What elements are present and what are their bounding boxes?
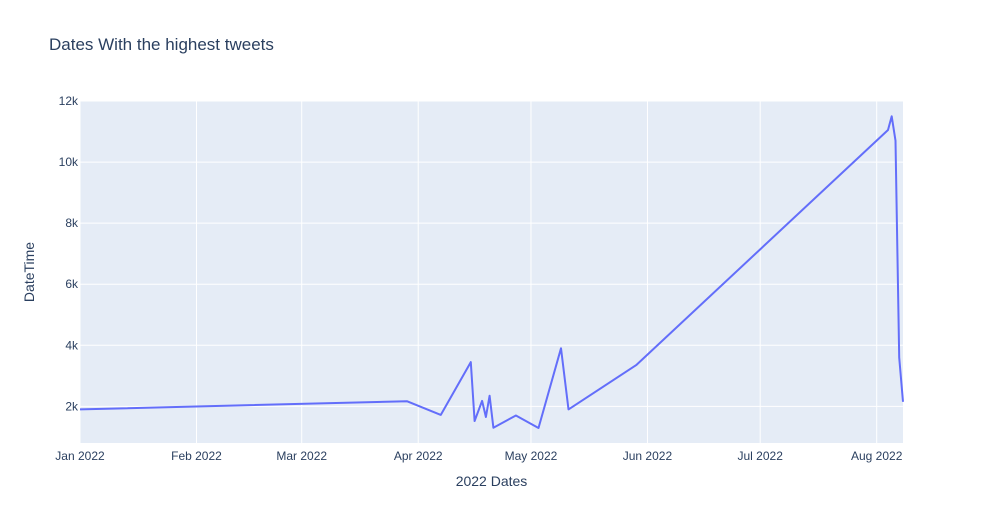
x-tick-label: Mar 2022 [276, 449, 327, 463]
x-tick-label: Jan 2022 [55, 449, 105, 463]
x-tick-label: Aug 2022 [851, 449, 903, 463]
y-tick-label: 4k [65, 338, 79, 352]
series-group [79, 115, 904, 429]
chart-title: Dates With the highest tweets [49, 35, 274, 54]
y-tick-label: 8k [65, 216, 79, 230]
y-tick-labels: 2k 4k 6k 8k 10k 12k [59, 94, 79, 413]
y-axis-title: DateTime [21, 242, 37, 302]
y-tick-label: 2k [65, 399, 79, 413]
y-tick-label: 12k [59, 94, 79, 108]
x-tick-label: May 2022 [505, 449, 558, 463]
x-tick-label: Apr 2022 [394, 449, 443, 463]
x-axis-title: 2022 Dates [456, 473, 528, 489]
y-tick-label: 10k [59, 155, 79, 169]
x-tick-labels: Jan 2022 Feb 2022 Mar 2022 Apr 2022 May 2022… [55, 449, 902, 463]
y-tick-label: 6k [65, 277, 79, 291]
series-line [79, 115, 904, 429]
x-tick-label: Feb 2022 [171, 449, 222, 463]
x-tick-label: Jul 2022 [738, 449, 784, 463]
x-tick-label: Jun 2022 [623, 449, 673, 463]
plot-area [80, 101, 903, 443]
x-gridlines [79, 101, 878, 443]
